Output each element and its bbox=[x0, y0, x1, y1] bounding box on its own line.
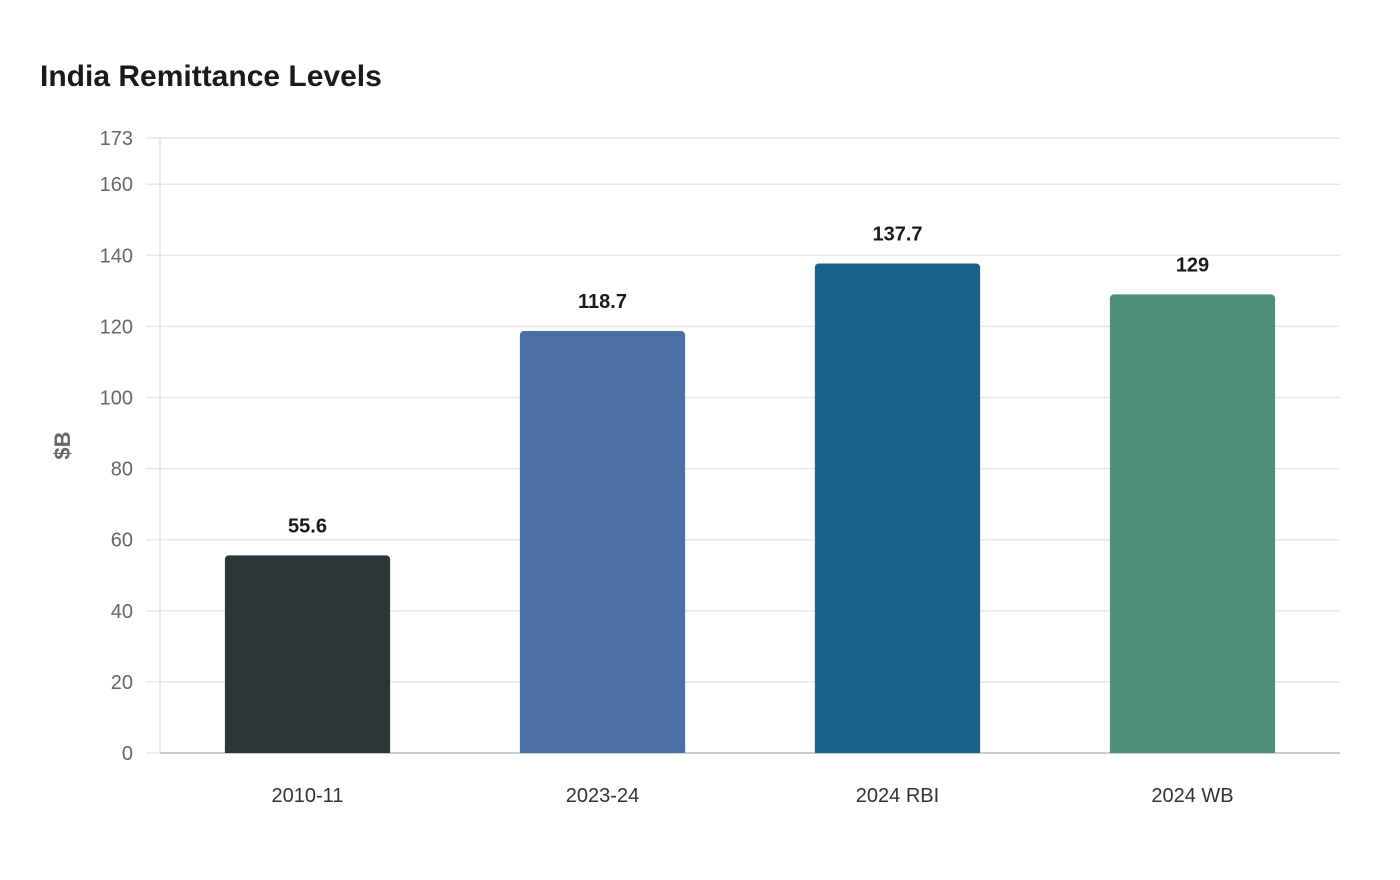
x-tick-label: 2024 RBI bbox=[856, 785, 939, 807]
y-tick-label: 20 bbox=[111, 672, 133, 694]
data-label: 55.6 bbox=[288, 515, 327, 537]
bar bbox=[224, 555, 391, 753]
data-label: 118.7 bbox=[578, 291, 627, 313]
y-tick-label: 0 bbox=[122, 743, 133, 765]
bar-base bbox=[1109, 747, 1276, 753]
y-tick-label: 140 bbox=[100, 245, 133, 267]
bar-base bbox=[519, 747, 686, 753]
y-tick-label: 120 bbox=[100, 316, 133, 338]
y-tick-label: 160 bbox=[100, 174, 133, 196]
data-label: 129 bbox=[1176, 254, 1209, 276]
data-label: 137.7 bbox=[872, 223, 922, 245]
y-tick-label: 40 bbox=[111, 601, 133, 623]
y-tick-label: 100 bbox=[100, 388, 133, 410]
bars bbox=[224, 263, 1276, 753]
bar-base bbox=[814, 747, 981, 753]
y-tick-label: 173 bbox=[100, 128, 133, 150]
bar bbox=[814, 263, 981, 753]
labels: 0 20 40 60 80 100 120 140 160 173 55.6 2010-11 118.7… bbox=[100, 128, 1234, 807]
bar bbox=[519, 331, 686, 753]
x-tick-label: 2024 WB bbox=[1151, 785, 1233, 807]
bar-base bbox=[224, 747, 391, 753]
y-tick-label: 80 bbox=[111, 459, 133, 481]
x-tick-label: 2010-11 bbox=[272, 785, 344, 807]
chart-title: India Remittance Levels bbox=[40, 60, 382, 93]
y-axis-title: $B bbox=[50, 431, 75, 459]
x-tick-label: 2023-24 bbox=[566, 785, 639, 807]
y-tick-label: 60 bbox=[111, 530, 133, 552]
bar bbox=[1109, 294, 1276, 753]
